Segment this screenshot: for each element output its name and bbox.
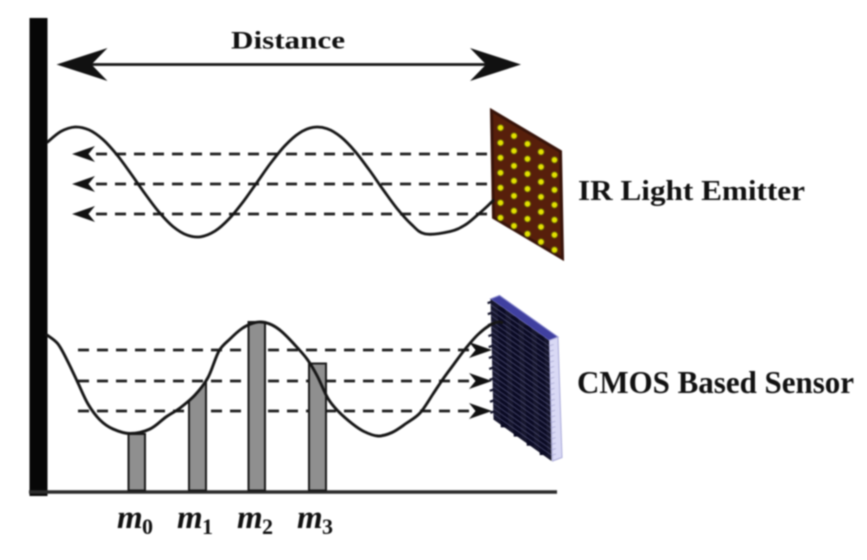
svg-text:m: m <box>177 500 203 536</box>
svg-text:3: 3 <box>322 514 333 539</box>
svg-text:CMOS Based Sensor: CMOS Based Sensor <box>577 364 854 400</box>
svg-text:IR Light Emitter: IR Light Emitter <box>578 175 805 207</box>
svg-text:m: m <box>117 500 143 536</box>
svg-text:m: m <box>237 500 263 536</box>
svg-text:1: 1 <box>202 514 213 539</box>
svg-text:m: m <box>297 500 323 536</box>
svg-text:Distance: Distance <box>231 28 345 55</box>
svg-text:2: 2 <box>262 514 273 539</box>
svg-text:0: 0 <box>142 514 153 539</box>
